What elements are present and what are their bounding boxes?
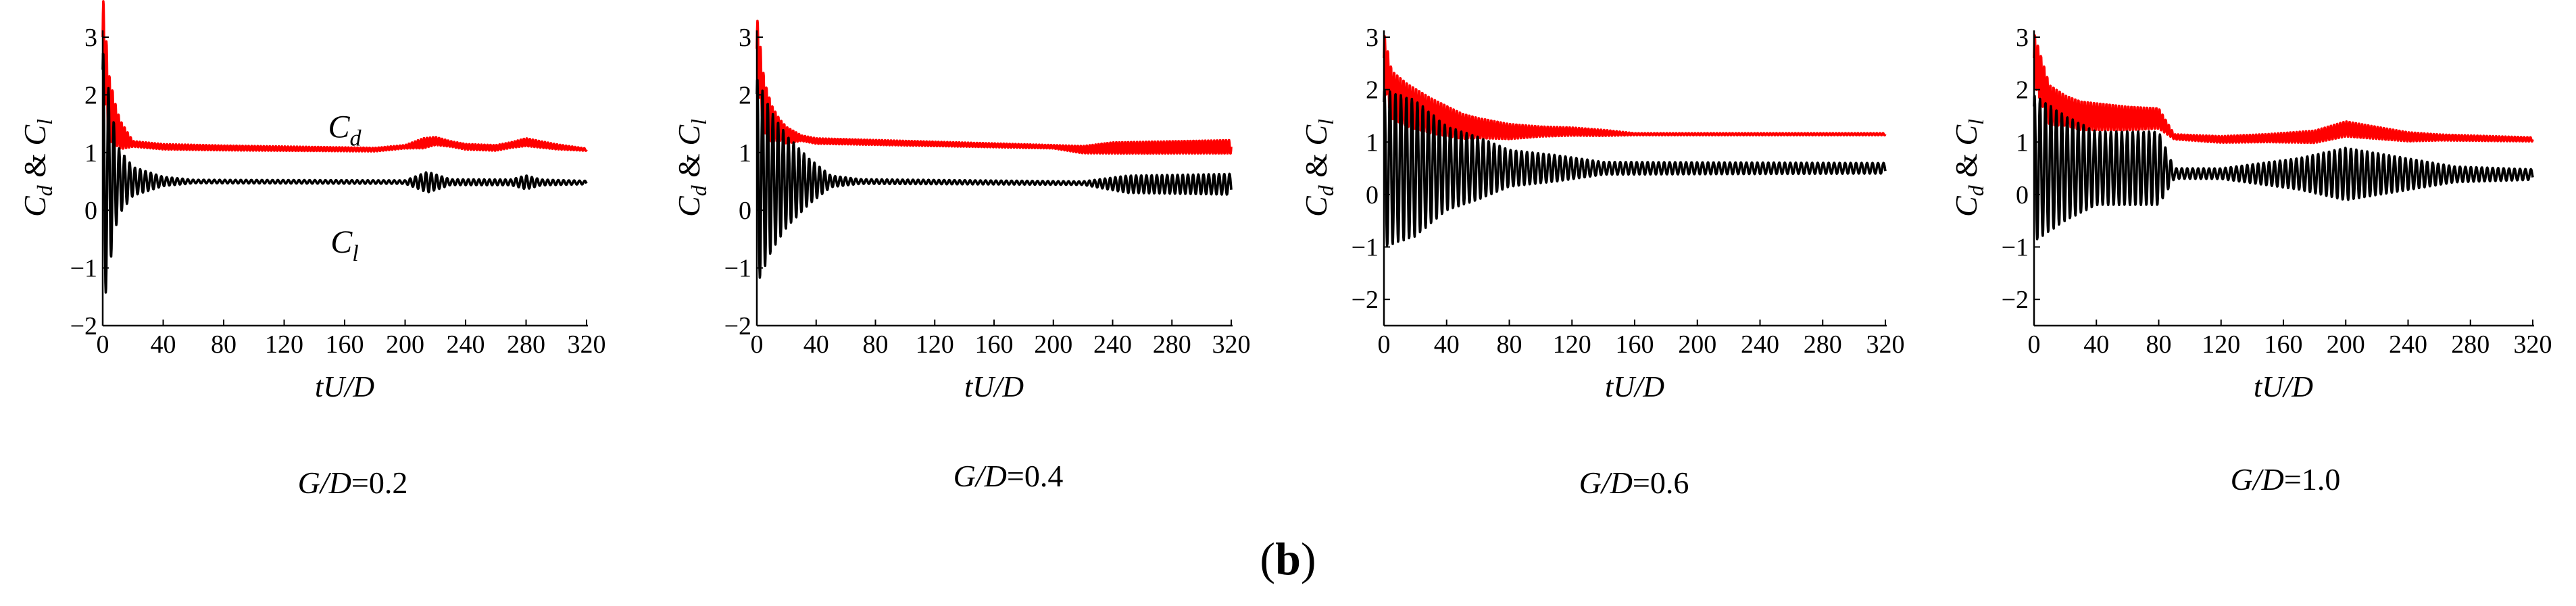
x-tick-label: 0 bbox=[2028, 330, 2041, 359]
series-annotation-d: Cd bbox=[328, 109, 362, 151]
x-tick-label: 320 bbox=[1212, 330, 1251, 359]
y-tick-label: 2 bbox=[1366, 76, 1379, 105]
x-tick-label: 40 bbox=[1434, 330, 1460, 359]
chart-panel-4: −2 −1 0 1 2 3 0 40 80 120 160 200 240 280 320 tU/D Cd & … bbox=[1949, 24, 2552, 497]
x-tick-label: 0 bbox=[97, 330, 109, 359]
x-axis-label: tU/D bbox=[315, 370, 374, 403]
x-tick-label: 80 bbox=[863, 330, 889, 359]
y-tick-label: −1 bbox=[1352, 234, 1379, 262]
series-line-cd bbox=[1383, 34, 1887, 141]
chart-panel-1: −2 −1 0 1 2 3 0 40 80 120 160 200 240 280 320 tU/D Cd & … bbox=[18, 0, 606, 500]
x-tick-label: 120 bbox=[1553, 330, 1591, 359]
y-tick-label: 3 bbox=[2016, 24, 2029, 52]
series-annotation-l: Cl bbox=[330, 224, 358, 266]
series-line-cl bbox=[101, 52, 588, 294]
x-axis-label: tU/D bbox=[1605, 370, 1664, 403]
x-tick-label: 280 bbox=[1153, 330, 1191, 359]
y-tick-label: −2 bbox=[2002, 286, 2029, 314]
x-tick-label: 240 bbox=[2389, 330, 2427, 359]
x-tick-label: 320 bbox=[1866, 330, 1905, 359]
x-tick-label: 160 bbox=[1616, 330, 1654, 359]
x-tick-label: 280 bbox=[507, 330, 545, 359]
x-tick-label: 40 bbox=[803, 330, 829, 359]
y-axis-label: Cd & Cl bbox=[18, 119, 57, 217]
y-tick-label: 0 bbox=[2016, 181, 2029, 209]
panel-caption: G/D=0.6 bbox=[1579, 465, 1689, 500]
series-line-cd bbox=[756, 20, 1233, 155]
panel-caption: G/D=0.4 bbox=[953, 459, 1064, 493]
x-tick-label: 0 bbox=[1378, 330, 1391, 359]
x-tick-label: 240 bbox=[447, 330, 485, 359]
y-tick-label: −1 bbox=[724, 255, 751, 283]
y-tick-label: 1 bbox=[739, 139, 751, 168]
figure-label: (b) bbox=[1260, 533, 1316, 584]
x-tick-label: 280 bbox=[2451, 330, 2490, 359]
y-tick-label: 0 bbox=[84, 197, 97, 225]
y-tick-label: 0 bbox=[1366, 181, 1379, 209]
y-tick-label: −2 bbox=[724, 312, 751, 340]
y-tick-label: 1 bbox=[2016, 128, 2029, 157]
series-line-cl bbox=[1383, 89, 1887, 247]
y-tick-label: −1 bbox=[70, 255, 97, 283]
x-tick-label: 0 bbox=[751, 330, 764, 359]
y-tick-label: 0 bbox=[739, 197, 751, 225]
y-tick-label: 3 bbox=[739, 24, 751, 52]
y-tick-label: 2 bbox=[84, 81, 97, 109]
panel-caption: G/D=1.0 bbox=[2231, 462, 2341, 497]
x-tick-label: 240 bbox=[1741, 330, 1779, 359]
y-tick-label: −2 bbox=[1352, 286, 1379, 314]
x-tick-label: 80 bbox=[1497, 330, 1522, 359]
x-tick-label: 120 bbox=[916, 330, 954, 359]
x-tick-label: 160 bbox=[2264, 330, 2303, 359]
x-tick-label: 200 bbox=[1034, 330, 1072, 359]
series-line-cd bbox=[2033, 34, 2534, 145]
x-tick-label: 200 bbox=[1678, 330, 1716, 359]
y-axis-label: Cd & Cl bbox=[672, 119, 711, 217]
x-tick-label: 320 bbox=[568, 330, 606, 359]
series-line-cl bbox=[756, 78, 1233, 279]
x-tick-label: 160 bbox=[326, 330, 364, 359]
x-tick-label: 80 bbox=[2146, 330, 2172, 359]
x-tick-label: 320 bbox=[2514, 330, 2552, 359]
y-tick-label: 2 bbox=[2016, 76, 2029, 105]
x-tick-label: 200 bbox=[2327, 330, 2365, 359]
panel-caption: G/D=0.2 bbox=[298, 465, 408, 500]
x-tick-label: 240 bbox=[1093, 330, 1132, 359]
x-tick-label: 160 bbox=[975, 330, 1014, 359]
y-tick-label: 2 bbox=[739, 81, 751, 109]
y-tick-label: −1 bbox=[2002, 234, 2029, 262]
series-line-cd bbox=[101, 0, 588, 153]
x-tick-label: 200 bbox=[386, 330, 424, 359]
x-tick-label: 120 bbox=[265, 330, 303, 359]
chart-panel-2: −2 −1 0 1 2 3 0 40 80 120 160 200 240 280 320 tU/D Cd & … bbox=[672, 20, 1251, 493]
chart-panel-3: −2 −1 0 1 2 3 0 40 80 120 160 200 240 280 320 tU/D Cd & … bbox=[1299, 24, 1905, 500]
y-axis-label: Cd & Cl bbox=[1299, 119, 1338, 217]
x-tick-label: 40 bbox=[151, 330, 176, 359]
x-axis-label: tU/D bbox=[2254, 370, 2313, 403]
y-tick-label: 3 bbox=[84, 24, 97, 52]
y-tick-label: 1 bbox=[1366, 128, 1379, 157]
y-axis-label: Cd & Cl bbox=[1949, 119, 1988, 217]
series-line-cl bbox=[2033, 95, 2534, 241]
y-tick-label: 1 bbox=[84, 139, 97, 168]
x-tick-label: 40 bbox=[2083, 330, 2109, 359]
x-axis-label: tU/D bbox=[964, 370, 1024, 403]
x-tick-label: 280 bbox=[1804, 330, 1842, 359]
y-tick-label: −2 bbox=[70, 312, 97, 340]
x-tick-label: 80 bbox=[211, 330, 237, 359]
y-tick-label: 3 bbox=[1366, 24, 1379, 52]
x-tick-label: 120 bbox=[2202, 330, 2240, 359]
